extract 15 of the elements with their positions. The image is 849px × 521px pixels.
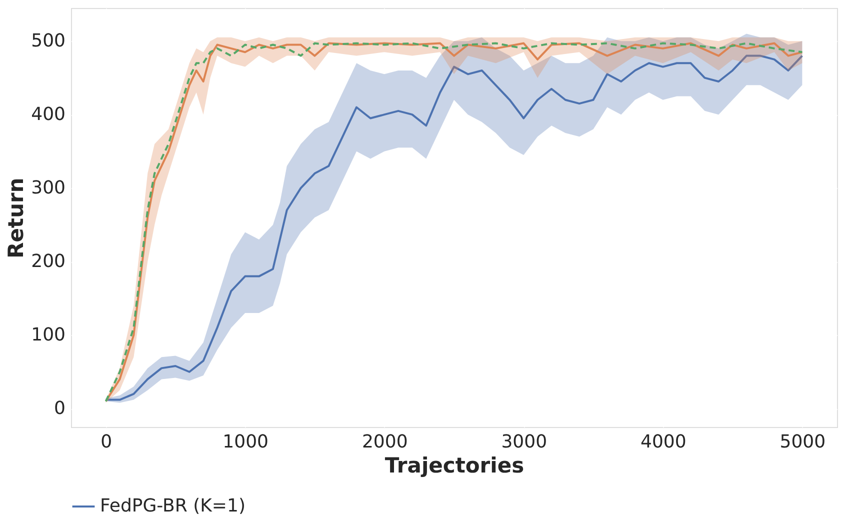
y-tick-label: 0 [54, 398, 66, 420]
x-tick-label: 2000 [362, 432, 408, 452]
legend-label: FedPG-BR (K=1) [100, 496, 246, 516]
y-tick-label: 200 [31, 251, 66, 272]
y-tick-label: 300 [31, 178, 66, 199]
y-tick-label: 100 [31, 324, 66, 346]
x-tick-label: 3000 [501, 432, 548, 452]
y-axis-title: Return [4, 178, 28, 258]
y-tick-label: 400 [31, 104, 66, 126]
x-tick-label: 5000 [780, 432, 826, 452]
x-tick-label: 0 [100, 432, 112, 452]
x-tick-label: 1000 [222, 432, 268, 452]
x-axis-title: Trajectories [384, 454, 524, 478]
x-tick-label: 4000 [640, 432, 686, 452]
y-tick-label: 500 [31, 30, 66, 52]
